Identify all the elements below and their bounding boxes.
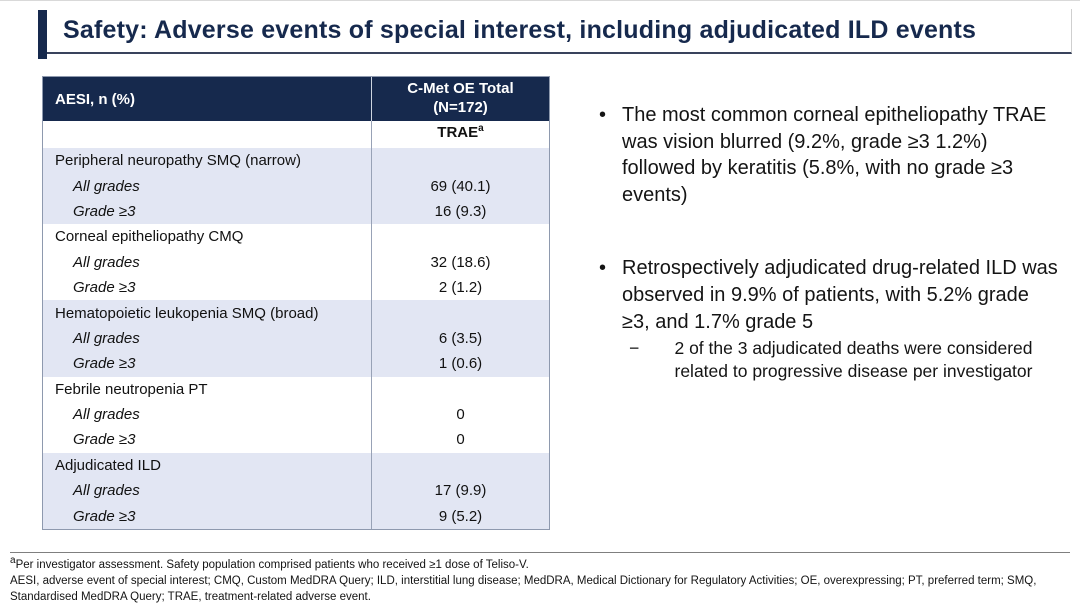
table-header-cmet-line1: C-Met OE Total <box>407 80 514 98</box>
table-row: Febrile neutropenia PT <box>43 376 549 402</box>
bullet-adjudicated-ild: • Retrospectively adjudicated drug-relat… <box>599 255 1061 335</box>
table-header-cmet: C-Met OE Total (N=172) <box>371 77 549 121</box>
table-row: Peripheral neuropathy SMQ (narrow) <box>43 148 549 174</box>
row-label-all-grades: All grades <box>73 177 140 195</box>
table-row: Grade ≥3 9 (5.2) <box>43 503 549 529</box>
bullet-corneal-epitheliopathy: • The most common corneal epitheliopathy… <box>599 102 1061 208</box>
group-value-empty <box>371 148 549 174</box>
row-value: 0 <box>371 427 549 453</box>
footnote-marker: a <box>10 555 16 567</box>
footnote-investigator: aPer investigator assessment. Safety pop… <box>10 555 1066 573</box>
trae-footnote-marker: a <box>478 123 484 134</box>
row-label-grade-ge3: Grade ≥3 <box>73 507 136 525</box>
row-value: 6 (3.5) <box>371 325 549 352</box>
table-group-febrile-neutropenia: Febrile neutropenia PT All grades 0 Grad… <box>43 376 549 453</box>
row-label-all-grades: All grades <box>73 482 140 500</box>
table-row: All grades 6 (3.5) <box>43 325 549 352</box>
title-bar: Safety: Adverse events of special intere… <box>47 9 1072 54</box>
group-label: Hematopoietic leukopenia SMQ (broad) <box>55 304 319 322</box>
aesi-table: AESI, n (%) C-Met OE Total (N=172) TRAEa… <box>42 76 550 530</box>
title-accent-bar <box>38 10 47 59</box>
table-row: Grade ≥3 16 (9.3) <box>43 198 549 225</box>
sub-bullet-text: 2 of the 3 adjudicated deaths were consi… <box>674 338 1033 381</box>
row-value: 0 <box>371 401 549 428</box>
table-row: All grades 0 <box>43 401 549 428</box>
sub-bullet-adjudicated-deaths: − 2 of the 3 adjudicated deaths were con… <box>629 337 1061 383</box>
page-title: Safety: Adverse events of special intere… <box>63 16 977 44</box>
table-row: Grade ≥3 0 <box>43 427 549 453</box>
table-header-row: AESI, n (%) C-Met OE Total (N=172) <box>43 77 549 121</box>
row-value: 17 (9.9) <box>371 478 549 504</box>
table-row: Corneal epitheliopathy CMQ <box>43 224 549 250</box>
row-label-all-grades: All grades <box>73 406 140 424</box>
footnotes: aPer investigator assessment. Safety pop… <box>10 555 1066 605</box>
group-label: Peripheral neuropathy SMQ (narrow) <box>55 152 301 170</box>
footnote-text: Per investigator assessment. Safety popu… <box>15 559 529 571</box>
table-group-corneal-epitheliopathy: Corneal epitheliopathy CMQ All grades 32… <box>43 224 549 301</box>
row-value: 2 (1.2) <box>371 274 549 301</box>
group-value-empty <box>371 224 549 250</box>
table-row: All grades 69 (40.1) <box>43 173 549 199</box>
group-value-empty <box>371 452 549 479</box>
footnote-abbreviations: AESI, adverse event of special interest;… <box>10 575 1037 604</box>
trae-label: TRAE <box>437 124 479 141</box>
table-subheader-row: TRAEa <box>43 121 549 148</box>
row-label-grade-ge3: Grade ≥3 <box>73 202 136 220</box>
row-label-grade-ge3: Grade ≥3 <box>73 355 136 373</box>
table-header-aesi: AESI, n (%) <box>55 90 136 108</box>
table-row: Hematopoietic leukopenia SMQ (broad) <box>43 300 549 326</box>
group-label: Adjudicated ILD <box>55 456 161 474</box>
row-value: 1 (0.6) <box>371 351 549 377</box>
bullet-marker: • <box>599 104 607 126</box>
table-subheader-empty <box>43 121 371 148</box>
table-group-peripheral-neuropathy: Peripheral neuropathy SMQ (narrow) All g… <box>43 148 549 225</box>
table-row: All grades 17 (9.9) <box>43 478 549 504</box>
footer-divider <box>10 552 1070 553</box>
group-value-empty <box>371 376 549 402</box>
table-group-adjudicated-ild: Adjudicated ILD All grades 17 (9.9) Grad… <box>43 452 549 529</box>
bullet-text: Retrospectively adjudicated drug-related… <box>622 257 1058 333</box>
row-value: 69 (40.1) <box>371 173 549 199</box>
group-value-empty <box>371 300 549 326</box>
table-row: Grade ≥3 2 (1.2) <box>43 274 549 301</box>
row-label-all-grades: All grades <box>73 253 140 271</box>
row-value: 16 (9.3) <box>371 198 549 225</box>
table-row: Grade ≥3 1 (0.6) <box>43 351 549 377</box>
group-label: Corneal epitheliopathy CMQ <box>55 228 244 246</box>
table-group-hematopoietic-leukopenia: Hematopoietic leukopenia SMQ (broad) All… <box>43 300 549 377</box>
row-value: 9 (5.2) <box>371 503 549 529</box>
table-header-cmet-line2: (N=172) <box>433 99 488 116</box>
key-points: • The most common corneal epitheliopathy… <box>599 102 1061 383</box>
sub-bullet-marker: − <box>629 338 640 359</box>
table-row: All grades 32 (18.6) <box>43 249 549 275</box>
row-label-grade-ge3: Grade ≥3 <box>73 279 136 297</box>
row-label-all-grades: All grades <box>73 329 140 347</box>
table-row: Adjudicated ILD <box>43 452 549 479</box>
group-label: Febrile neutropenia PT <box>55 380 208 398</box>
bullet-text: The most common corneal epitheliopathy T… <box>622 104 1047 206</box>
table-subheader-trae: TRAEa <box>371 121 549 148</box>
bullet-marker: • <box>599 257 607 280</box>
row-value: 32 (18.6) <box>371 249 549 275</box>
row-label-grade-ge3: Grade ≥3 <box>73 431 136 449</box>
